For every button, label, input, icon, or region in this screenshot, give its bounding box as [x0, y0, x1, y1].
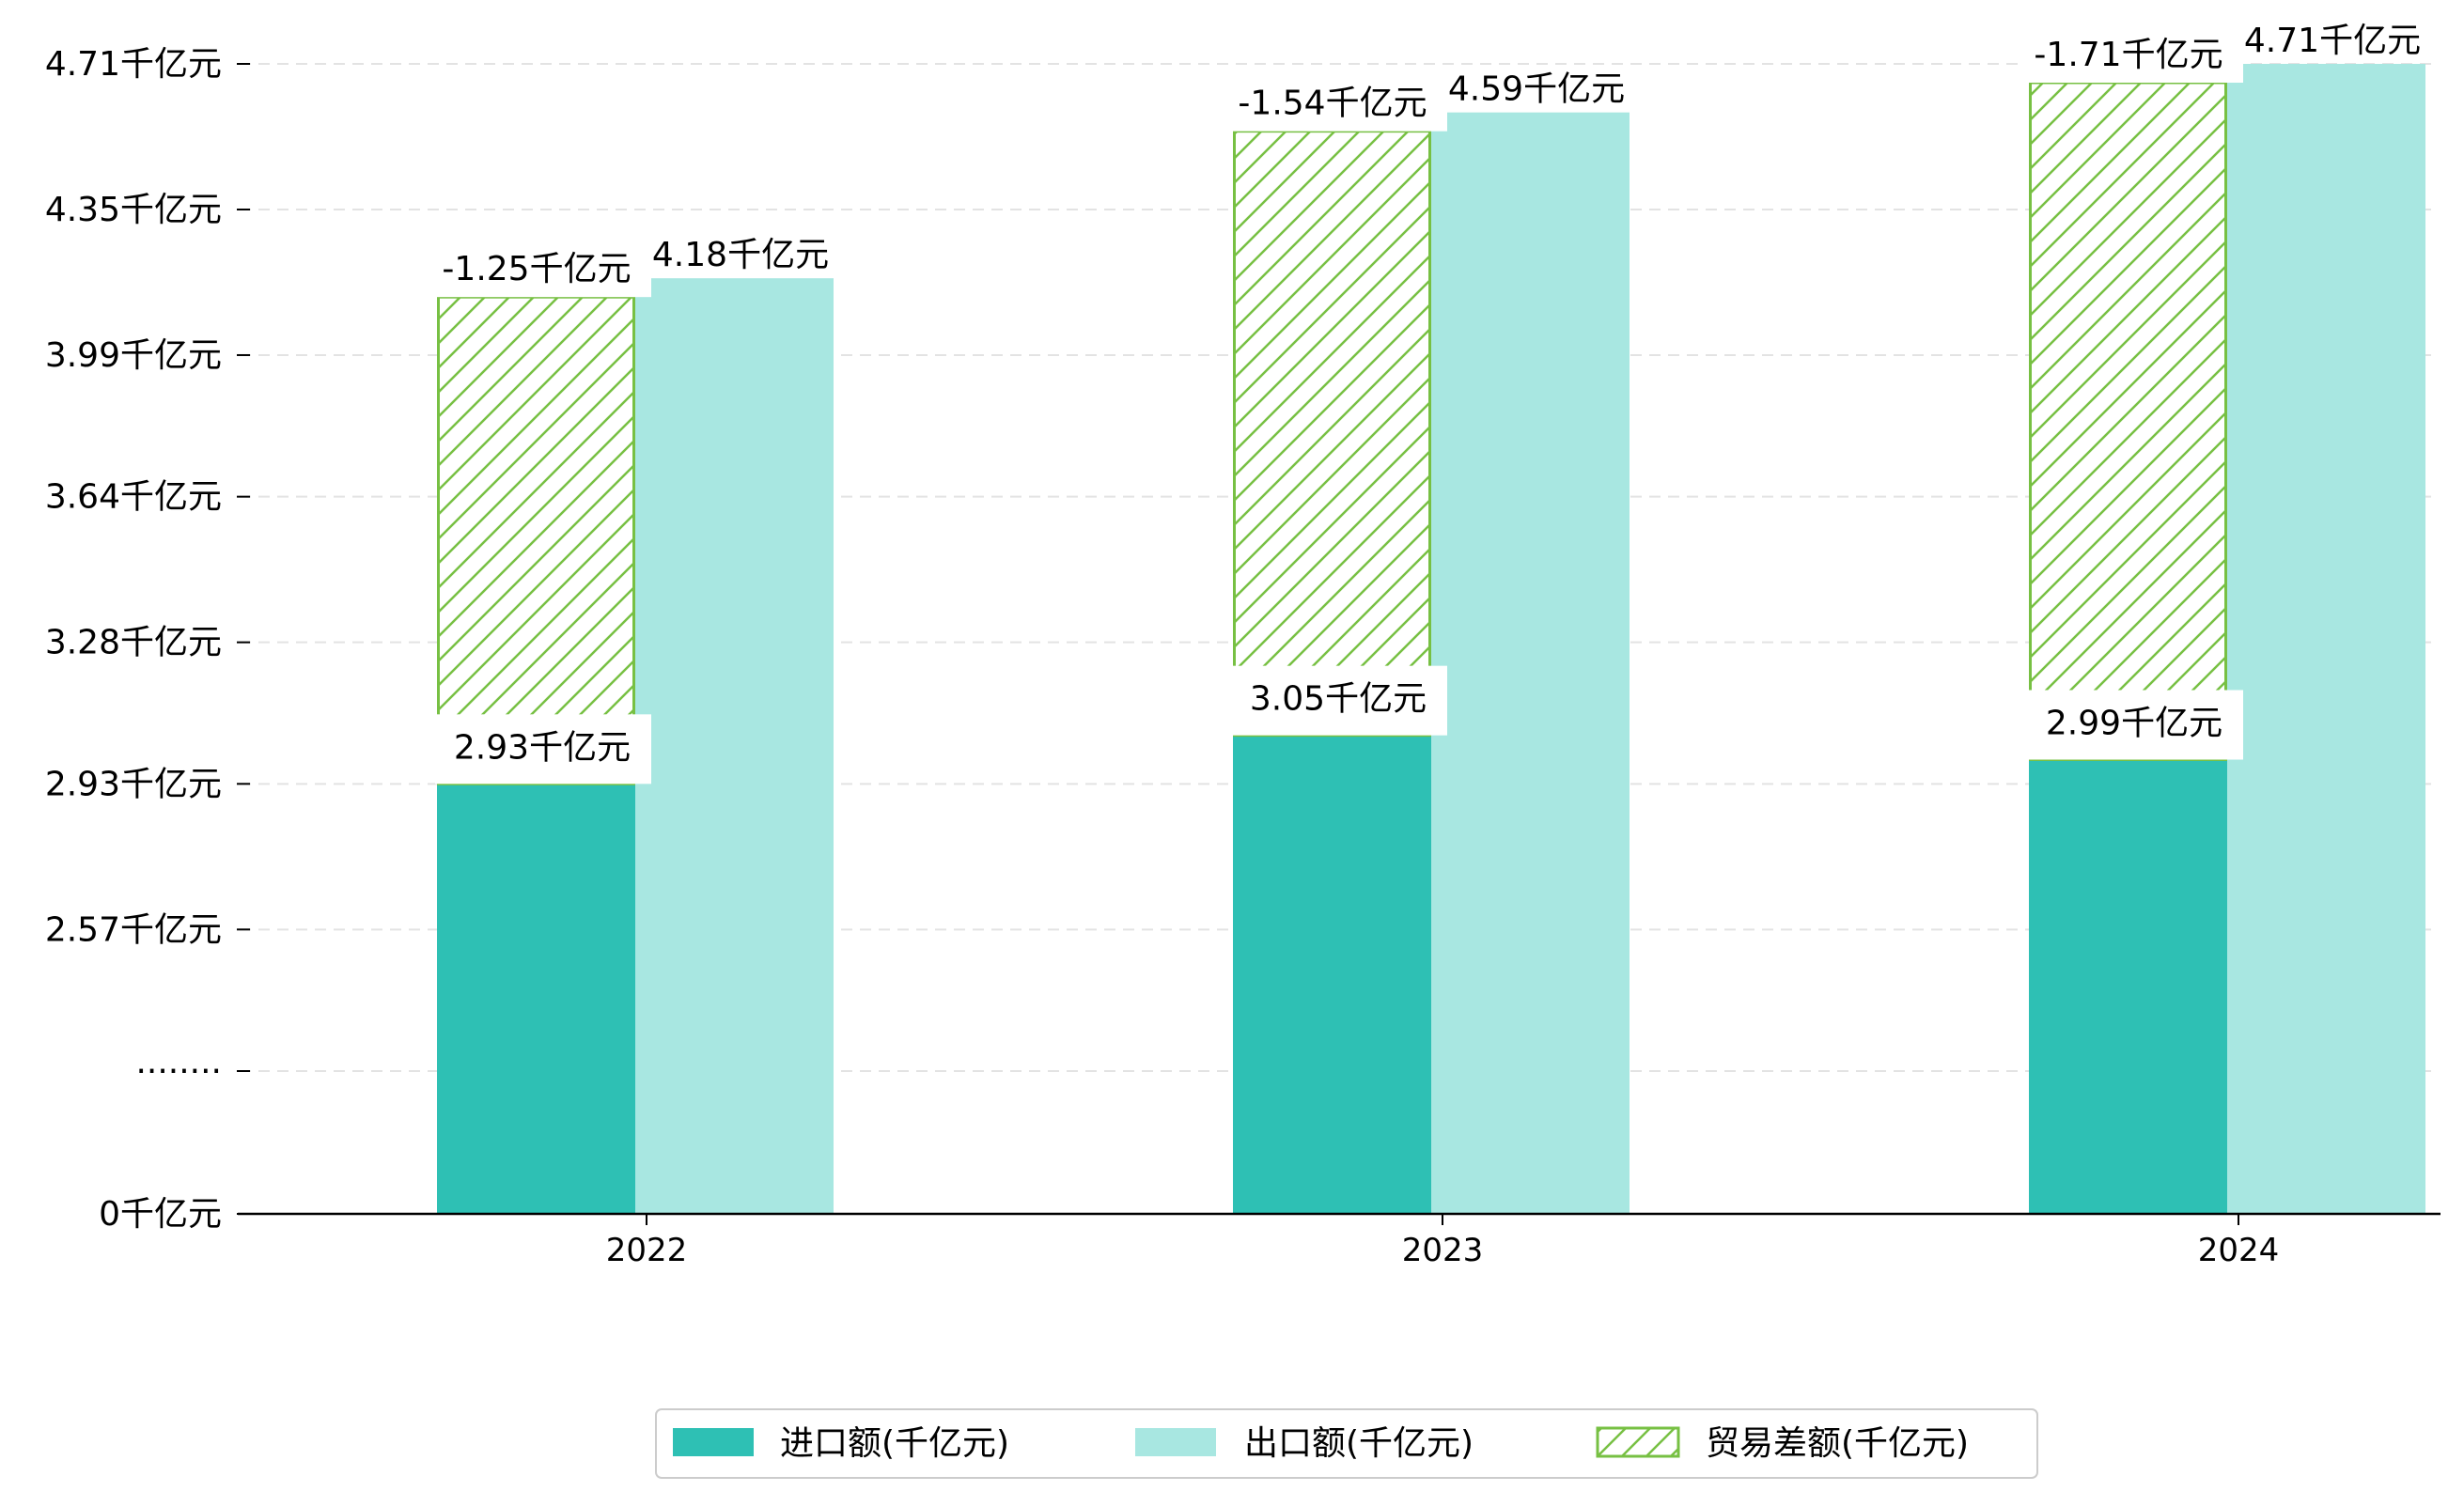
label-box: [2238, 17, 2426, 62]
x-axis: 2022 2023 2024: [238, 1212, 2441, 1269]
label-box: [435, 714, 651, 785]
data-label-export: 4.71千亿元: [2244, 22, 2421, 60]
legend-swatch: [673, 1428, 754, 1456]
bar-trade-balance: [437, 295, 635, 785]
data-label-balance: -1.71千亿元: [2034, 36, 2222, 74]
y-tick-label: ········: [135, 1052, 222, 1091]
data-label-import: 2.93千亿元: [454, 728, 631, 767]
y-tick-label: 2.57千亿元: [45, 910, 222, 949]
data-label-export: 4.18千亿元: [652, 236, 829, 274]
legend-label: 进口额(千亿元): [780, 1424, 1009, 1463]
label-box: [1222, 76, 1447, 132]
x-tick-label: 2024: [2198, 1232, 2280, 1269]
x-tick-label: 2022: [606, 1232, 688, 1269]
y-tick-label: 3.64千亿元: [45, 478, 222, 517]
data-label-balance: -1.25千亿元: [442, 250, 631, 288]
data-label-import: 2.99千亿元: [2046, 704, 2222, 742]
legend-label: 贸易差额(千亿元): [1706, 1424, 1969, 1463]
legend-swatch: [1135, 1428, 1216, 1456]
bar-import: [2029, 759, 2227, 1214]
y-tick-label: 4.35千亿元: [45, 191, 222, 229]
y-tick-label: 0千亿元: [99, 1195, 222, 1234]
label-box: [426, 242, 651, 298]
bar-import: [1233, 735, 1431, 1214]
legend-box: [655, 1408, 2038, 1479]
y-tick-label: 3.99千亿元: [45, 336, 222, 375]
bar-export: [635, 278, 834, 1214]
y-tick-label: 4.71千亿元: [45, 45, 222, 84]
data-label-import: 3.05千亿元: [1250, 680, 1427, 719]
legend-label: 出口额(千亿元): [1244, 1424, 1474, 1463]
label-box: [1443, 65, 1630, 111]
legend: 进口额(千亿元) 出口额(千亿元) 贸易差额(千亿元): [655, 1408, 2038, 1479]
data-label-balance: -1.54千亿元: [1238, 85, 1427, 123]
bar-import: [437, 784, 635, 1214]
data-labels: 4.18千亿元 -1.25千亿元 2.93千亿元 4.59千亿元 -1.54千亿元 3.0…: [426, 17, 2426, 785]
y-tick-label: 2.93千亿元: [45, 765, 222, 803]
bars: [437, 64, 2425, 1215]
label-box: [2018, 28, 2243, 83]
label-box: [2027, 690, 2243, 760]
label-box: [1231, 665, 1447, 736]
bar-export: [2227, 64, 2425, 1214]
label-box: [647, 231, 834, 277]
bar-trade-balance: [2029, 81, 2227, 761]
bar-export: [1431, 112, 1630, 1215]
legend-swatch: [1596, 1426, 1680, 1458]
y-axis: 0千亿元 ········ 2.57千亿元 2.93千亿元 3.28千亿元 3.64千亿元…: [45, 45, 250, 1234]
bar-trade-balance: [1233, 130, 1431, 738]
data-label-export: 4.59千亿元: [1448, 70, 1625, 109]
x-tick-label: 2023: [1402, 1232, 1484, 1269]
y-tick-label: 3.28千亿元: [45, 624, 222, 662]
